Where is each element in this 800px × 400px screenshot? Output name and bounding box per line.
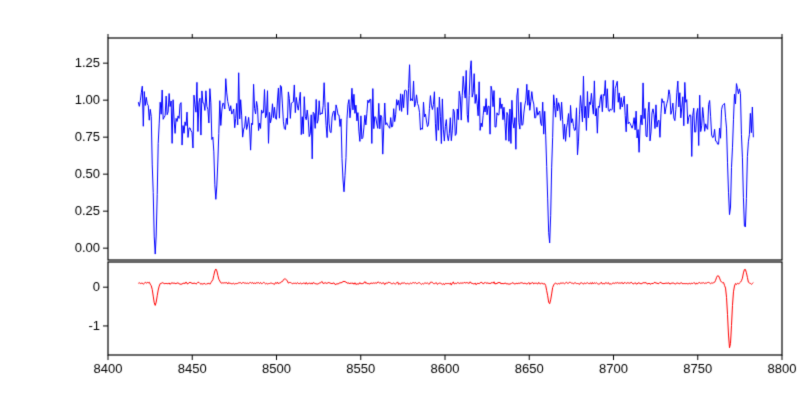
plot-canvas [0,0,800,400]
chart-root: 20100828_0235m78_042 Spectrum Error Wave… [0,0,800,400]
